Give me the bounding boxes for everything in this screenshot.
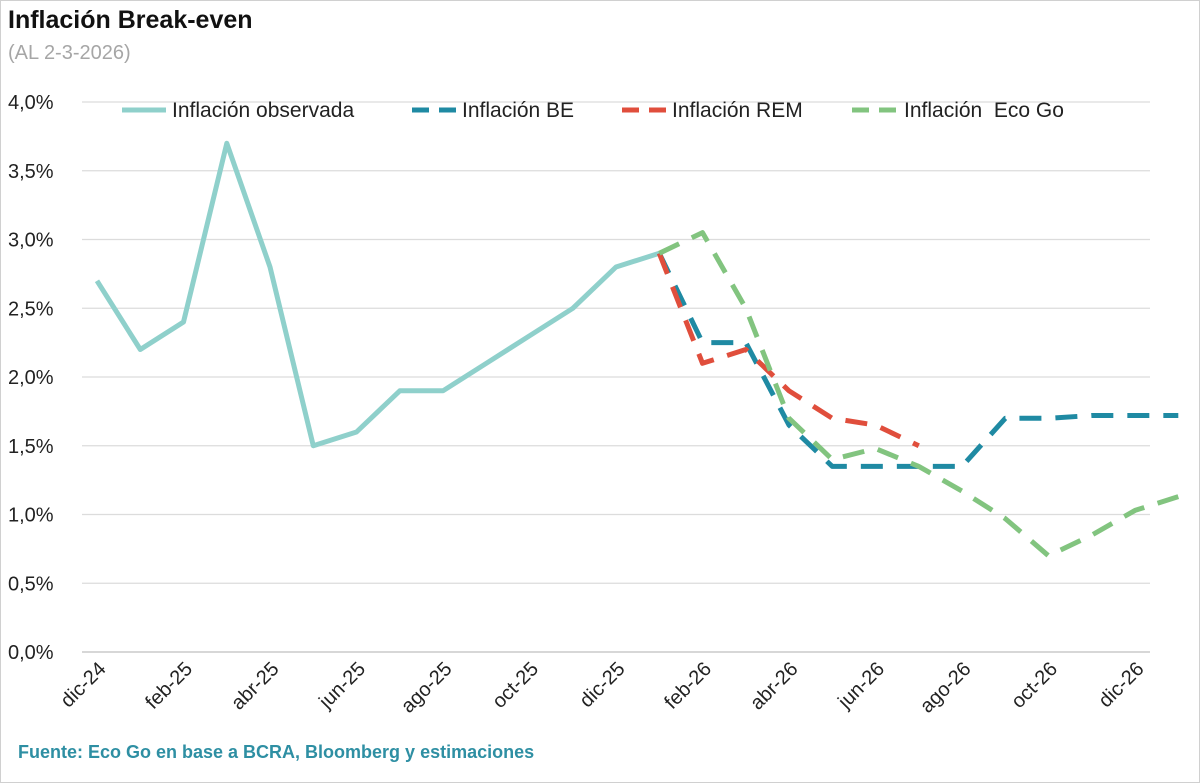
y-tick-label: 2,5% [8,298,54,320]
legend-label: Inflación Eco Go [904,99,1064,122]
x-tick-label: feb-26 [660,658,716,714]
y-tick-label: 4,0% [8,92,54,114]
series-line-1 [94,140,661,449]
y-tick-label: 1,0% [8,505,54,527]
x-tick-label: oct-25 [488,658,543,713]
x-tick-label: feb-25 [141,658,197,714]
chart-title: Inflación Break-even [8,6,253,34]
series-line-4 [658,230,1180,559]
legend-label: Inflación REM [672,99,803,122]
x-tick-label: jun-26 [833,658,889,714]
source-note: Fuente: Eco Go en base a BCRA, Bloomberg… [18,742,535,762]
x-tick-label: ago-26 [916,658,976,718]
y-tick-label: 0,0% [8,642,54,664]
series-line-3 [656,252,920,449]
y-tick-label: 1,5% [8,436,54,458]
x-tick-label: jun-25 [314,658,370,714]
x-tick-label: abr-25 [227,658,283,714]
y-tick-label: 0,5% [8,573,54,595]
x-tick-label: dic-25 [575,658,629,712]
x-tick-label: abr-26 [746,658,802,714]
x-tick-label: dic-24 [56,658,110,712]
series-line-2 [657,252,1179,469]
x-tick-label: oct-26 [1007,658,1062,713]
chart-subtitle: (AL 2-3-2026) [8,42,131,64]
x-tick-label: dic-26 [1094,658,1148,712]
y-tick-label: 3,5% [8,161,54,183]
legend-label: Inflación observada [172,99,354,122]
legend-label: Inflación BE [462,99,574,122]
y-tick-label: 3,0% [8,230,54,252]
x-tick-label: ago-25 [397,658,457,718]
y-tick-label: 2,0% [8,367,54,389]
